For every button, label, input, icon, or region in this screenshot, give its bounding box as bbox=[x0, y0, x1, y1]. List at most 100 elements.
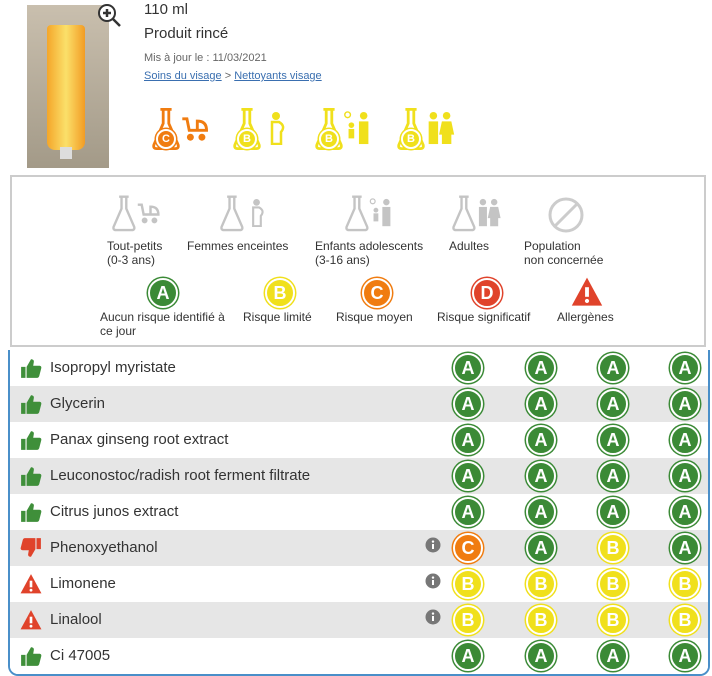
ingredient-row: Ci 47005 A A A A bbox=[10, 638, 708, 674]
rating-badge: A bbox=[598, 461, 628, 491]
breadcrumb-link[interactable]: Soins du visage bbox=[144, 70, 222, 82]
not-concerned-icon bbox=[548, 197, 584, 233]
ingredient-name: Isopropyl myristate bbox=[50, 359, 176, 376]
allergen-icon bbox=[20, 609, 42, 631]
population-label: Adultes bbox=[449, 239, 490, 253]
allergen-icon bbox=[569, 276, 605, 308]
rating-badge: A bbox=[598, 425, 628, 455]
good-icon bbox=[20, 465, 42, 487]
rating-badge: A bbox=[670, 641, 700, 671]
rating-badge: A bbox=[670, 533, 700, 563]
rating-badge: A bbox=[453, 353, 483, 383]
ingredient-name: Ci 47005 bbox=[50, 647, 111, 664]
ingredient-row: Leuconostoc/radish root ferment filtrate… bbox=[10, 458, 708, 494]
level-label: Risque moyen bbox=[336, 310, 413, 324]
rating-badge: A bbox=[453, 497, 483, 527]
rating-badge: B bbox=[265, 278, 295, 308]
rating-badge: A bbox=[526, 533, 556, 563]
rating-badge: B bbox=[237, 129, 257, 149]
rating-badge: A bbox=[526, 425, 556, 455]
breadcrumb: Soins du visage > Nettoyants visage bbox=[144, 70, 322, 82]
rating-badge: B bbox=[526, 569, 556, 599]
rating-badge: B bbox=[598, 605, 628, 635]
level-label: Risque significatif bbox=[437, 310, 531, 324]
ingredient-row: Panax ginseng root extract A A A A bbox=[10, 422, 708, 458]
rating-badge: A bbox=[598, 497, 628, 527]
product-image bbox=[27, 5, 109, 168]
info-icon[interactable] bbox=[425, 609, 441, 625]
good-icon bbox=[20, 501, 42, 523]
ingredient-name: Glycerin bbox=[50, 395, 106, 412]
population-sub: (0-3 ans) bbox=[107, 253, 156, 267]
rating-badge: A bbox=[670, 389, 700, 419]
rating-badge: B bbox=[453, 605, 483, 635]
ingredient-row: Glycerin A A A A bbox=[10, 386, 708, 422]
ingredient-name: Linalool bbox=[50, 611, 102, 628]
ingredient-name: Limonene bbox=[50, 575, 116, 592]
ingredient-name: Citrus junos extract bbox=[50, 503, 179, 520]
ingredient-row: Limonene B B B B bbox=[10, 566, 708, 602]
population-label: Tout-petits bbox=[107, 239, 163, 253]
bad-icon bbox=[20, 537, 42, 559]
rating-badge: B bbox=[526, 605, 556, 635]
allergen-icon bbox=[20, 573, 42, 595]
allergen-label: Allergènes bbox=[557, 310, 614, 324]
good-icon bbox=[20, 645, 42, 667]
rating-badge: A bbox=[148, 278, 178, 308]
ingredient-row: Citrus junos extract A A A A bbox=[10, 494, 708, 530]
level-label: Risque limité bbox=[243, 310, 312, 324]
rating-badge: C bbox=[362, 278, 392, 308]
level-label: Aucun risque identifié à ce jour bbox=[100, 310, 225, 338]
rating-badge: B bbox=[670, 569, 700, 599]
breadcrumb-link[interactable]: Nettoyants visage bbox=[234, 70, 322, 82]
ingredient-row: Linalool B B B B bbox=[10, 602, 708, 638]
ingredient-row: Phenoxyethanol C A B A bbox=[10, 530, 708, 566]
rating-badge: A bbox=[526, 497, 556, 527]
rating-badge: D bbox=[472, 278, 502, 308]
zoom-icon[interactable] bbox=[96, 2, 122, 28]
rating-badge: A bbox=[670, 425, 700, 455]
rating-badge: A bbox=[526, 461, 556, 491]
good-icon bbox=[20, 357, 42, 379]
updated-date: Mis à jour le : 11/03/2021 bbox=[144, 52, 267, 64]
info-icon[interactable] bbox=[425, 537, 441, 553]
population-label: Femmes enceintes bbox=[187, 239, 289, 253]
rating-badge: C bbox=[156, 129, 176, 149]
breadcrumb-separator: > bbox=[224, 70, 232, 82]
rating-badge: A bbox=[670, 353, 700, 383]
rating-badge: A bbox=[598, 353, 628, 383]
good-icon bbox=[20, 429, 42, 451]
rating-badge: A bbox=[670, 497, 700, 527]
good-icon bbox=[20, 393, 42, 415]
population-sub: non concernée bbox=[524, 253, 604, 267]
info-icon[interactable] bbox=[425, 573, 441, 589]
population-icon bbox=[345, 193, 396, 234]
rating-badge: C bbox=[453, 533, 483, 563]
rating-badge: B bbox=[598, 569, 628, 599]
population-icon bbox=[112, 193, 163, 234]
legend-box bbox=[10, 175, 706, 347]
rating-badge: A bbox=[670, 461, 700, 491]
rating-badge: B bbox=[319, 129, 339, 149]
rating-badge: A bbox=[453, 389, 483, 419]
rating-badge: A bbox=[453, 641, 483, 671]
rating-badge: A bbox=[453, 461, 483, 491]
rating-badge: A bbox=[526, 353, 556, 383]
rating-badge: A bbox=[598, 389, 628, 419]
rating-badge: A bbox=[526, 641, 556, 671]
product-type: Produit rincé bbox=[144, 25, 229, 42]
ingredient-name: Leuconostoc/radish root ferment filtrate bbox=[50, 467, 311, 484]
ingredients-table: Isopropyl myristate A A A A Glycerin A A A A Pan… bbox=[8, 350, 710, 676]
rating-badge: B bbox=[401, 129, 421, 149]
rating-badge: A bbox=[598, 641, 628, 671]
rating-badge: A bbox=[453, 425, 483, 455]
population-label: Population bbox=[524, 239, 581, 253]
rating-badge: B bbox=[598, 533, 628, 563]
rating-badge: B bbox=[453, 569, 483, 599]
ingredient-row: Isopropyl myristate A A A A bbox=[10, 350, 708, 386]
volume: 110 ml bbox=[144, 1, 188, 18]
rating-badge: B bbox=[670, 605, 700, 635]
ingredient-name: Panax ginseng root extract bbox=[50, 431, 229, 448]
